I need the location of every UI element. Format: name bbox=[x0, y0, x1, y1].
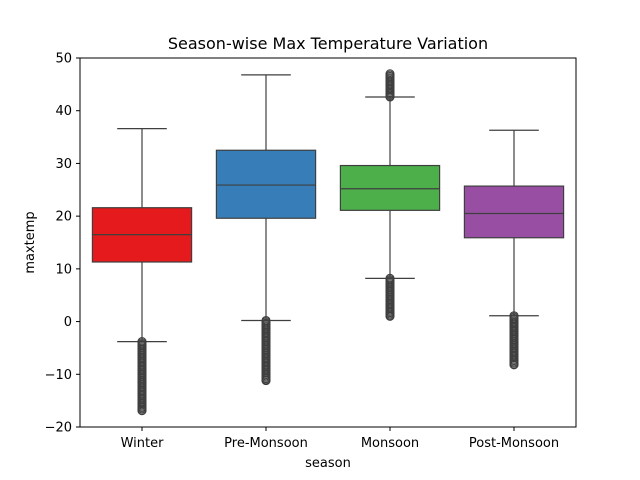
box-group bbox=[463, 129, 565, 370]
outlier-point bbox=[261, 376, 271, 386]
y-tick-label: 0 bbox=[64, 315, 72, 330]
outlier-point bbox=[137, 406, 147, 416]
plot-area bbox=[91, 69, 565, 416]
y-tick-label: 10 bbox=[55, 262, 72, 277]
y-axis-label: maxtemp bbox=[23, 211, 38, 273]
x-axis: Winter Pre-Monsoon Monsoon Post-Monsoon bbox=[121, 427, 559, 451]
box-iqr bbox=[339, 164, 441, 211]
x-tick-label: Pre-Monsoon bbox=[224, 436, 308, 451]
x-tick-label: Monsoon bbox=[361, 436, 419, 451]
x-tick-label: Post-Monsoon bbox=[469, 436, 559, 451]
outlier-point bbox=[509, 360, 519, 370]
box-group bbox=[91, 128, 193, 416]
box-group bbox=[215, 74, 317, 386]
y-tick-label: 50 bbox=[55, 52, 72, 67]
y-axis: −20 −10 0 10 20 30 40 50 bbox=[45, 52, 80, 436]
y-tick-label: 20 bbox=[55, 210, 72, 225]
plot-frame bbox=[79, 57, 577, 428]
y-tick-label: −10 bbox=[45, 368, 72, 383]
box-iqr bbox=[215, 149, 317, 219]
y-tick-label: 40 bbox=[55, 104, 72, 119]
box-group bbox=[339, 69, 441, 321]
x-tick-label: Winter bbox=[121, 436, 165, 451]
x-axis-label: season bbox=[305, 456, 351, 471]
outlier-point bbox=[385, 311, 395, 321]
chart-title: Season-wise Max Temperature Variation bbox=[168, 34, 488, 53]
y-tick-label: 30 bbox=[55, 157, 72, 172]
box-iqr bbox=[463, 185, 565, 239]
outlier-point bbox=[385, 92, 395, 102]
y-tick-label: −20 bbox=[45, 421, 72, 436]
